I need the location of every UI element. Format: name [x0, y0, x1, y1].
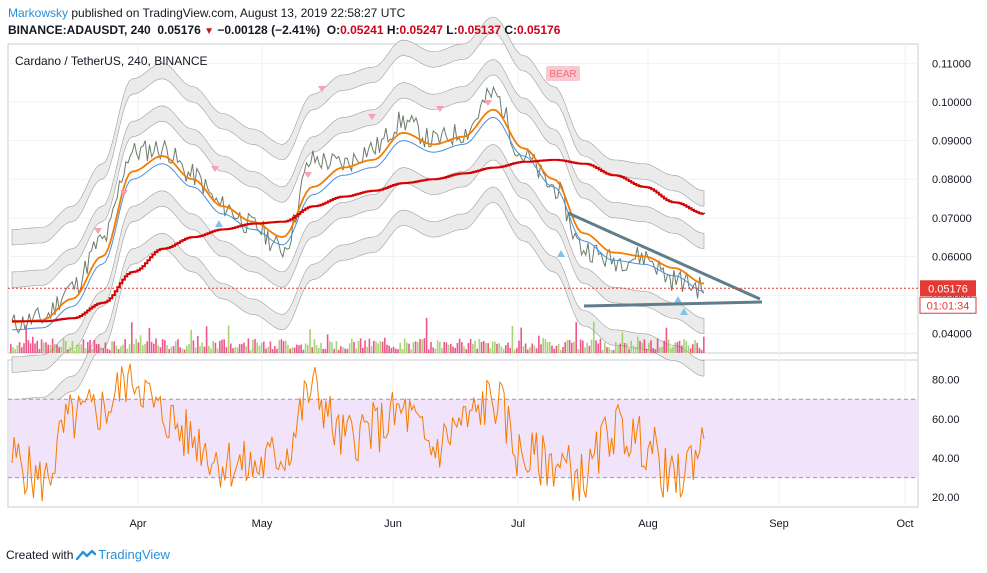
sell-signal-icon: [304, 172, 312, 178]
open-label: O:: [326, 23, 341, 37]
open-value: 0.05241: [340, 23, 384, 37]
price-tick-label: 0.10000: [932, 97, 972, 109]
sma-line: [12, 158, 705, 323]
envelope-band-lower: [11, 186, 705, 416]
price-tick-label: 0.11000: [932, 58, 971, 70]
oscillator-tick-label: 20.00: [932, 492, 960, 504]
countdown-value: 01:01:34: [927, 300, 970, 312]
time-tick-label: Jul: [511, 518, 525, 530]
bear-label: BEAR: [549, 69, 576, 80]
sell-signal-icon: [94, 228, 102, 234]
envelope-band-lower: [11, 144, 705, 373]
price-tick-label: 0.07000: [932, 213, 972, 225]
low-value: 0.05137: [457, 23, 501, 37]
tradingview-logo-icon: [76, 549, 97, 561]
symbol-label: BINANCE:ADAUSDT, 240: [8, 23, 151, 37]
price-tick-label: 0.09000: [932, 136, 972, 148]
countdown-badge: [919, 296, 977, 314]
sell-signal-icon: [120, 190, 128, 196]
bear-badge: [546, 66, 580, 81]
sell-signal-icon: [211, 166, 219, 172]
time-tick-label: May: [252, 518, 273, 530]
ema-line: [12, 108, 705, 323]
price-tick-label: 0.08000: [932, 174, 972, 186]
oscillator-tick-label: 60.00: [932, 414, 960, 426]
trendline-lower: [583, 300, 763, 308]
close-value: 0.05176: [516, 23, 561, 37]
blue-average-line: [12, 116, 705, 331]
created-with-text: Created with: [6, 548, 74, 562]
price-tick-label: 0.06000: [932, 251, 972, 263]
price-change: −0.00128 (−2.41%): [217, 23, 321, 37]
trendline-upper: [567, 211, 761, 301]
buy-signal-icon: [557, 250, 565, 257]
buy-signal-icon: [674, 296, 682, 303]
envelope-band-upper: [11, 16, 705, 246]
current-price-value: 0.05176: [928, 283, 968, 295]
sell-signal-icon: [368, 114, 376, 120]
time-tick-label: Jun: [384, 518, 402, 530]
price-tick-label: 0.04000: [932, 329, 972, 341]
current-price-badge: [920, 280, 976, 297]
high-label: H:: [386, 23, 400, 37]
down-arrow-icon: ▼: [204, 26, 214, 37]
last-price: 0.05176: [157, 23, 201, 37]
buy-signal-icon: [215, 220, 223, 227]
author-link[interactable]: Markowsky: [8, 6, 69, 20]
sell-signal-icon: [436, 106, 444, 112]
time-tick-label: Oct: [896, 518, 913, 530]
publish-line: Markowsky published on TradingView.com, …: [8, 6, 405, 20]
oscillator-tick-label: 80.00: [932, 375, 960, 387]
high-value: 0.05247: [399, 23, 443, 37]
low-label: L:: [446, 23, 458, 37]
envelope-band-upper: [11, 59, 705, 288]
volume-bars: [10, 317, 705, 353]
oscillator-band: [9, 399, 918, 478]
price-series: [11, 85, 705, 334]
sell-signal-icon: [318, 86, 326, 92]
oscillator-line: [11, 363, 705, 502]
time-tick-label: Apr: [129, 518, 146, 530]
time-tick-label: Sep: [769, 518, 789, 530]
ohlc-line: BINANCE:ADAUSDT, 240 0.05176 ▼ −0.00128 …: [8, 23, 560, 39]
buy-signal-icon: [680, 308, 688, 315]
tradingview-link[interactable]: TradingView: [98, 547, 170, 562]
oscillator-tick-label: 40.00: [932, 453, 960, 465]
close-label: C:: [504, 23, 517, 37]
chart-title: Cardano / TetherUS, 240, BINANCE: [15, 54, 208, 68]
published-text: published on TradingView.com, August 13,…: [68, 6, 406, 20]
footer: Created with TradingView: [6, 547, 170, 563]
sell-signal-icon: [484, 100, 492, 106]
time-tick-label: Aug: [638, 518, 658, 530]
